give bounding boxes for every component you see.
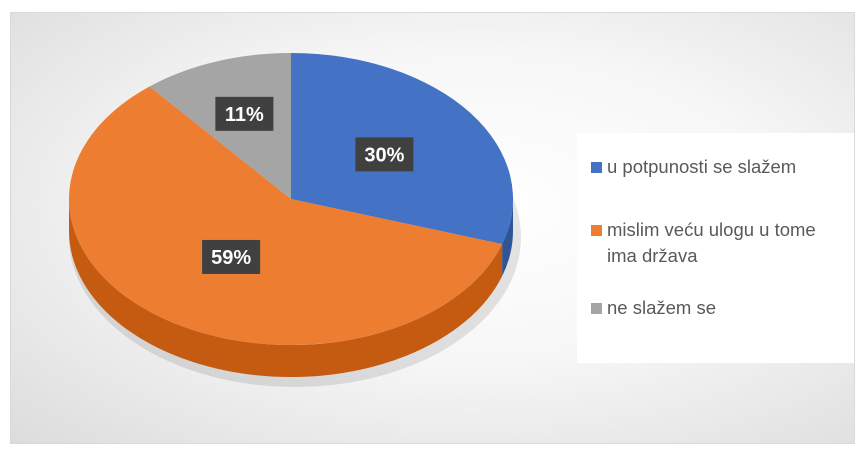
data-label-0: 30% — [355, 137, 414, 172]
legend-swatch — [591, 162, 602, 173]
data-label-1: 59% — [202, 239, 261, 274]
pie-slice-1 — [69, 86, 503, 345]
legend-item-mislim-vecu-ulogu: mislim veću ulogu u tome ima država — [591, 217, 837, 269]
legend: u potpunosti se slažem mislim veću ulogu… — [577, 133, 854, 363]
legend-label: ne slažem se — [607, 297, 716, 318]
data-label-2: 11% — [215, 96, 274, 131]
svg-text:11%: 11% — [225, 104, 264, 126]
legend-label: u potpunosti se slažem — [607, 156, 797, 177]
legend-item-u-potpunosti-se-slazem: u potpunosti se slažem — [591, 154, 854, 180]
svg-text:30%: 30% — [364, 144, 404, 166]
pie-chart: 30% 59% 11% — [69, 53, 521, 387]
legend-swatch — [591, 225, 602, 236]
legend-swatch — [591, 303, 602, 314]
legend-label: mislim veću ulogu u tome ima država — [607, 219, 816, 266]
pie-side-1 — [69, 199, 503, 378]
svg-text:59%: 59% — [211, 247, 251, 269]
legend-item-ne-slazem-se: ne slažem se — [591, 295, 854, 321]
pie-side-0 — [502, 199, 513, 277]
chart-area: 30% 59% 11% u potpunosti se slažem mislim … — [10, 12, 855, 444]
